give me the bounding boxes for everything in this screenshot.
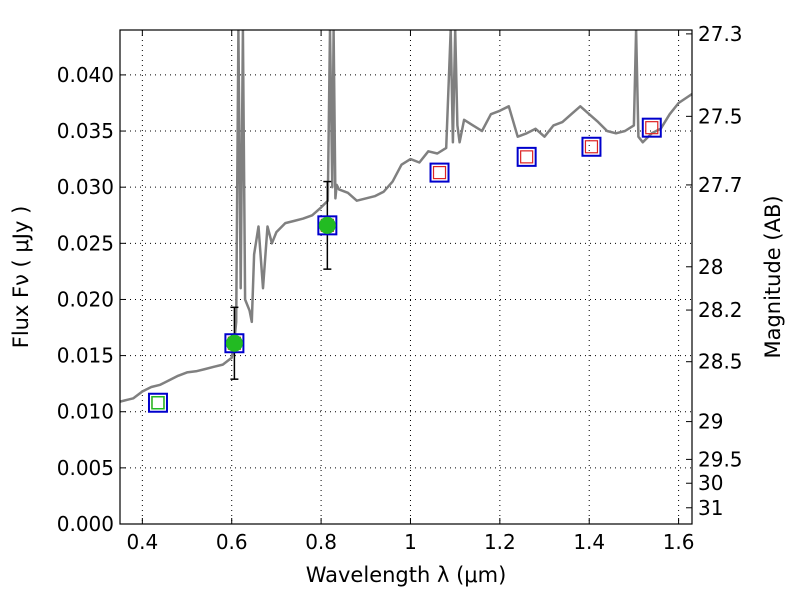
y-tick-label: 0.030: [57, 175, 114, 199]
series-layer: [120, 30, 692, 413]
y2-tick-label: 29.5: [698, 447, 743, 471]
y-tick-label: 0.015: [57, 344, 114, 368]
x-tick-label: 0.4: [126, 530, 158, 554]
y-tick-label: 0.020: [57, 287, 114, 311]
y-tick-label: 0.025: [57, 231, 114, 255]
model-photometry-box: [317, 215, 338, 236]
x-axis-label: Wavelength λ (μm): [306, 563, 507, 587]
model-photometry-inner: [645, 121, 659, 135]
model-photometry-box: [147, 392, 168, 413]
x-tick-label: 1.6: [663, 530, 695, 554]
y2-axis-label: Magnitude (AB): [761, 195, 785, 358]
model-photometry-box: [641, 117, 662, 138]
y2-tick-label: 28.5: [698, 350, 743, 374]
y-axis-label: Flux Fν ( μJy ): [9, 206, 33, 349]
x-tick-label: 1.4: [573, 530, 605, 554]
y2-tick-label: 27.5: [698, 104, 743, 128]
model-photometry-box: [581, 136, 602, 157]
model-photometry-box: [516, 146, 537, 167]
model-photometry-box: [429, 162, 450, 183]
plot-frame: [119, 29, 693, 525]
model-photometry-inner: [151, 396, 165, 410]
x-tick-label: 1: [404, 530, 417, 554]
y2-tick-label: 28.2: [698, 298, 743, 322]
y2-tick-label: 29: [698, 410, 723, 434]
y-tick-label: 0.000: [57, 512, 114, 536]
model-photometry-inner: [584, 140, 599, 154]
y2-tick-label: 30: [698, 471, 723, 495]
y2-tick-label: 27.7: [698, 173, 743, 197]
x-tick-label: 1.2: [484, 530, 516, 554]
model-spectrum-line: [120, 30, 692, 403]
y-tick-label: 0.040: [57, 63, 114, 87]
x-tick-label: 0.6: [216, 530, 248, 554]
tick-layer: 0.4 0.6 0.8 1 1.2 1.4 1.6 0.000 0.005 0.010 0.015 0…: [57, 22, 743, 554]
grid-layer: [120, 30, 692, 525]
y-tick-label: 0.035: [57, 119, 114, 143]
model-photometry-box: [224, 333, 245, 354]
y2-tick-label: 28: [698, 255, 723, 279]
photometry-point: [151, 395, 165, 410]
photometry-point: [318, 216, 336, 234]
photometry-point: [225, 334, 243, 352]
model-photometry-inner: [432, 165, 447, 180]
y-tick-label: 0.010: [57, 400, 114, 424]
model-photometry-inner: [520, 150, 534, 164]
y2-tick-label: 27.3: [698, 22, 743, 46]
x-tick-label: 0.8: [305, 530, 337, 554]
y-tick-label: 0.005: [57, 456, 114, 480]
y2-tick-label: 31: [698, 496, 723, 520]
